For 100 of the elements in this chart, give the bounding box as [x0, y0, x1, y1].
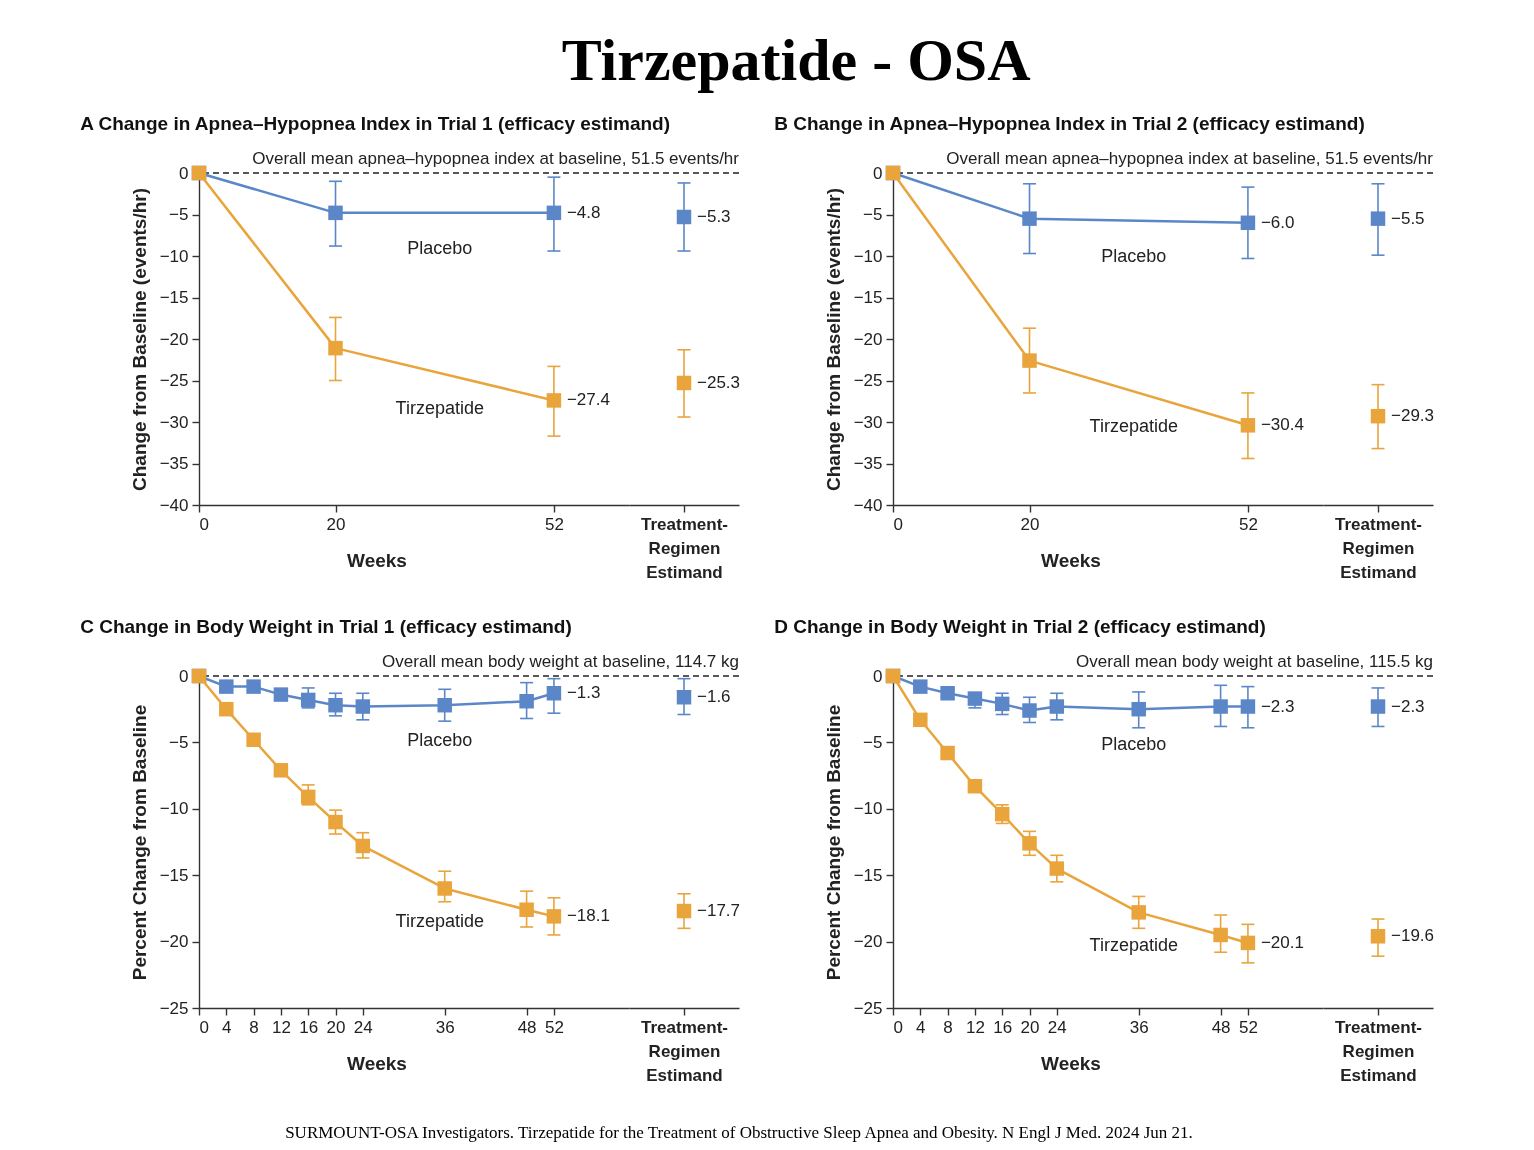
data-label: −1.6 — [697, 687, 731, 707]
point — [546, 909, 562, 924]
data-label: −6.0 — [1260, 212, 1295, 232]
point — [913, 712, 928, 728]
y-tick-label: −5 — [169, 732, 189, 752]
y-tick-label: −10 — [853, 799, 883, 819]
series-label: Tirzepatide — [1089, 934, 1178, 955]
y-tick-label: 0 — [873, 666, 883, 686]
point — [1022, 703, 1037, 718]
y-axis-title: Percent Change from Baseline — [822, 704, 844, 981]
data-label: −5.5 — [1391, 208, 1425, 228]
x-tick-label: 36 — [1129, 1017, 1149, 1037]
series-label: Tirzepatide — [395, 910, 484, 931]
data-label: −18.1 — [566, 906, 610, 926]
point — [1049, 861, 1065, 876]
point — [940, 745, 955, 761]
point — [437, 697, 452, 713]
y-tick-label: 0 — [873, 163, 883, 183]
y-tick-label: −15 — [159, 865, 189, 885]
point — [519, 902, 534, 917]
text: Tirzepatide - OSA — [561, 27, 1031, 93]
data-label: −19.6 — [1391, 926, 1435, 946]
y-tick-label: −10 — [159, 246, 189, 266]
point — [546, 393, 562, 408]
data-label: −25.3 — [697, 372, 741, 392]
x-tick-label: 20 — [326, 514, 346, 534]
point — [1240, 418, 1256, 433]
series-label: Placebo — [1101, 245, 1167, 266]
data-label: −27.4 — [566, 390, 610, 410]
point — [1131, 905, 1146, 920]
point — [546, 205, 562, 221]
y-tick-label: −40 — [853, 495, 883, 515]
data-label: −4.8 — [566, 202, 601, 222]
y-tick-label: −5 — [863, 205, 883, 224]
x-tick-label: 8 — [943, 1017, 953, 1037]
y-tick-label: −15 — [159, 288, 189, 307]
point — [1240, 215, 1256, 231]
point — [1049, 699, 1065, 714]
point — [328, 697, 343, 713]
point — [1022, 836, 1037, 851]
x-tick-label: 16 — [299, 1017, 319, 1037]
ref-line-label: Overall mean body weight at baseline, 114.7 kg — [382, 652, 739, 671]
point — [273, 763, 289, 778]
chart-title: C Change in Body Weight in Trial 1 (efficacy estimand) — [80, 616, 572, 637]
point — [1213, 927, 1228, 943]
x-tick-label: Treatment-Regimen Estimand — [641, 514, 728, 582]
data-label: −2.3 — [1260, 696, 1295, 716]
point — [437, 881, 452, 896]
text: SURMOUNT-OSA Investigators. Tirzepatide for the Treatment of Obstructive Sleep Apnea and Obesity. N Engl J Med. 2024 Jun 21. — [285, 1123, 1193, 1142]
chart-title: A Change in Apnea–Hypopnea Index in Trial 1 (efficacy estimand) — [80, 113, 671, 134]
y-tick-label: −25 — [159, 998, 189, 1018]
y-axis-title: Change from Baseline (events/hr) — [128, 187, 150, 492]
ref-line-label: Overall mean apnea–hypopnea index at baseline, 51.5 events/hr — [946, 149, 1434, 168]
data-label: −5.3 — [697, 206, 731, 226]
data-label: −1.3 — [566, 683, 601, 703]
point — [328, 205, 343, 221]
x-tick-label: 4 — [916, 1017, 926, 1037]
series-label: Tirzepatide — [395, 398, 484, 419]
chart-title: D Change in Body Weight in Trial 2 (efficacy estimand) — [774, 616, 1266, 637]
point — [246, 732, 261, 747]
point — [219, 679, 234, 694]
x-tick-label: 24 — [1047, 1017, 1067, 1037]
data-label: −17.7 — [697, 901, 741, 921]
x-tick-label: 12 — [271, 1017, 291, 1037]
x-tick-label: 16 — [993, 1017, 1013, 1037]
y-tick-label: −30 — [159, 412, 189, 432]
data-label: −20.1 — [1260, 932, 1304, 952]
y-tick-label: −20 — [853, 932, 883, 952]
x-tick-label: 0 — [893, 1017, 903, 1037]
x-tick-label: Treatment-Regimen Estimand — [1335, 1017, 1422, 1085]
y-axis-title: Change from Baseline (events/hr) — [822, 187, 844, 492]
y-tick-label: −15 — [853, 288, 883, 307]
y-tick-label: −40 — [159, 495, 189, 515]
y-tick-label: −25 — [159, 371, 189, 390]
x-tick-label: 20 — [1020, 514, 1040, 534]
y-axis-title: Percent Change from Baseline — [128, 704, 150, 981]
x-tick-label: 52 — [1238, 514, 1258, 534]
y-tick-label: −25 — [853, 371, 883, 390]
x-tick-label: 0 — [199, 1017, 209, 1037]
point — [940, 686, 955, 701]
point — [1213, 699, 1228, 714]
y-tick-label: −25 — [853, 998, 883, 1018]
data-label: −30.4 — [1260, 415, 1304, 435]
point — [1240, 699, 1256, 714]
point — [546, 686, 562, 701]
series-label: Tirzepatide — [1089, 416, 1178, 437]
y-tick-label: 0 — [179, 163, 189, 183]
point — [967, 778, 983, 794]
x-tick-label: 48 — [517, 1017, 537, 1037]
y-tick-label: 0 — [179, 666, 189, 686]
point — [219, 701, 234, 717]
x-tick-label: Treatment-Regimen Estimand — [1335, 514, 1422, 582]
ref-line-label: Overall mean body weight at baseline, 115.5 kg — [1076, 652, 1433, 671]
point — [994, 696, 1010, 712]
point — [328, 340, 343, 356]
x-tick-label: 12 — [965, 1017, 985, 1037]
x-tick-label: 52 — [1238, 1017, 1258, 1037]
point — [355, 699, 371, 714]
point — [1022, 353, 1037, 368]
y-tick-label: −20 — [159, 932, 189, 952]
